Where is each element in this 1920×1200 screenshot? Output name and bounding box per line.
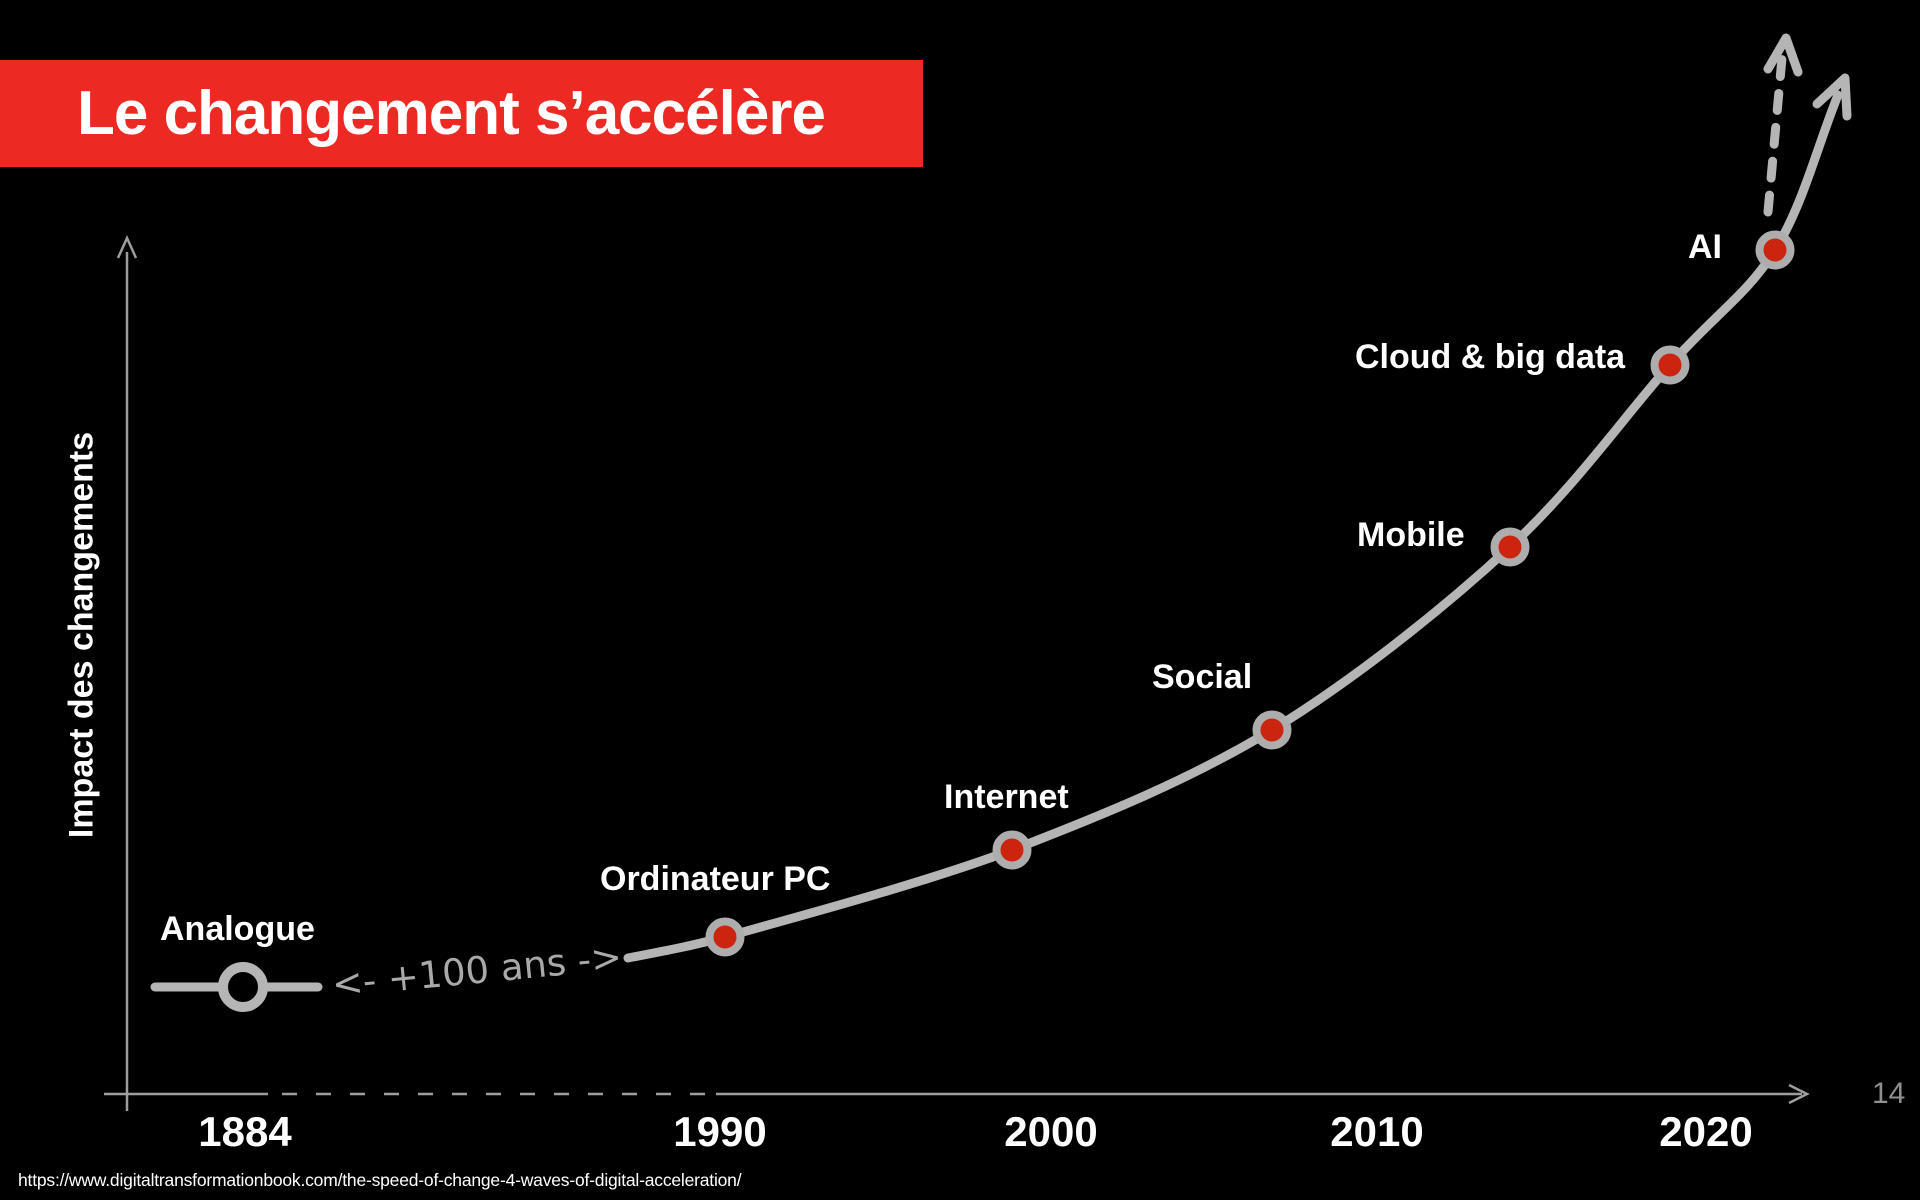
page-title: Le changement s’accélère xyxy=(77,79,826,148)
milestone-marker-cloud-big-data xyxy=(1650,345,1690,385)
x-tick-2010: 2010 xyxy=(1330,1108,1424,1155)
milestone-label-social: Social xyxy=(1152,658,1253,696)
milestone-marker-mobile xyxy=(1490,527,1530,567)
dashed-arrowhead-icon xyxy=(1763,33,1803,77)
milestone-marker-social xyxy=(1252,710,1292,750)
milestone-label-ai: AI xyxy=(1688,228,1722,266)
x-tick-2020: 2020 xyxy=(1659,1108,1753,1155)
y-axis-label: Impact des changements xyxy=(62,431,101,839)
x-tick-2000: 2000 xyxy=(1004,1108,1098,1155)
milestone-label-internet: Internet xyxy=(944,778,1069,816)
page-number: 14 xyxy=(1872,1077,1906,1110)
x-tick-1990: 1990 xyxy=(673,1108,767,1155)
source-url: https://www.digitaltransformationbook.co… xyxy=(18,1170,742,1190)
milestone-label-cloud-big-data: Cloud & big data xyxy=(1355,338,1626,376)
dashed-trend-arrow xyxy=(1763,53,1787,217)
milestone-marker-ai xyxy=(1755,230,1795,270)
growth-curve xyxy=(623,90,1843,963)
x-axis-arrowhead-icon xyxy=(1788,1083,1810,1105)
milestone-label-ordinateur-pc: Ordinateur PC xyxy=(600,860,831,898)
milestone-label-analogue: Analogue xyxy=(160,910,315,948)
milestone-marker-ordinateur-pc xyxy=(705,917,745,957)
title-banner: Le changement s’accélère xyxy=(0,60,923,167)
milestone-marker-internet xyxy=(992,830,1032,870)
milestone-marker-analogue xyxy=(218,962,268,1012)
y-axis-arrowhead-icon xyxy=(116,234,138,259)
x-tick-1884: 1884 xyxy=(198,1108,292,1155)
curve-arrowhead-icon xyxy=(1812,73,1852,121)
milestone-label-mobile: Mobile xyxy=(1357,516,1465,554)
